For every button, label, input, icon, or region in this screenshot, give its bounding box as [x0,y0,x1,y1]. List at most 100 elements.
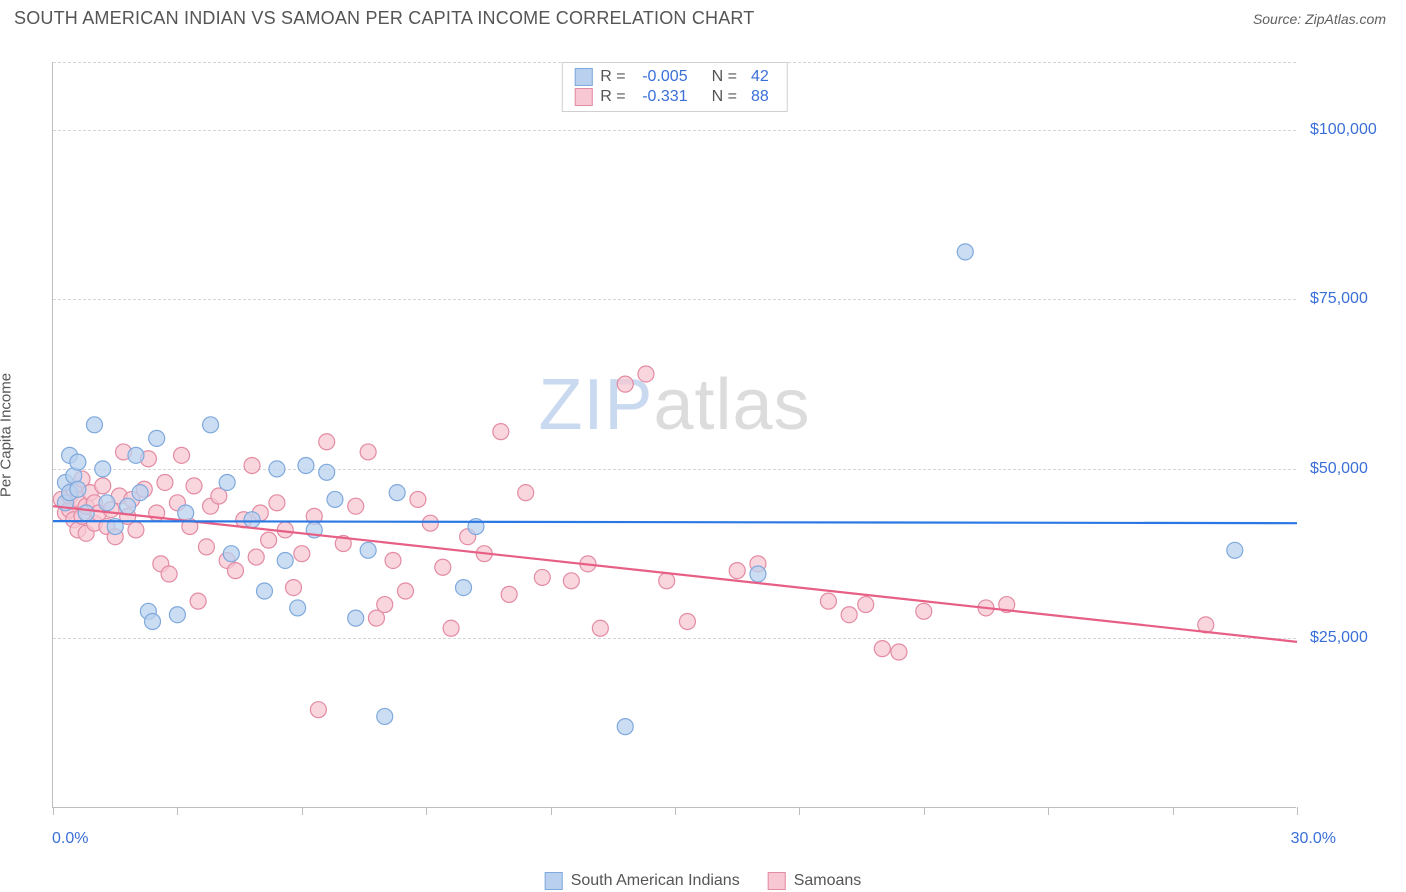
legend-n-value: 88 [745,88,775,106]
y-tick-label: $100,000 [1310,121,1377,139]
data-point [70,481,86,497]
data-point [858,597,874,613]
data-point [86,417,102,433]
data-point [227,563,243,579]
legend-bottom-item: Samoans [768,872,862,890]
legend-r-label: R = [600,88,625,106]
data-point [203,417,219,433]
legend-bottom-item: South American Indians [545,872,740,890]
data-point [128,522,144,538]
data-point [169,607,185,623]
data-point [410,491,426,507]
data-point [70,454,86,470]
plot-area: R =-0.005N =42R =-0.331N =88 ZIPatlas [52,62,1296,808]
data-point [298,458,314,474]
data-point [132,485,148,501]
data-point [348,610,364,626]
data-point [294,546,310,562]
x-tick [1048,807,1049,815]
data-point [319,434,335,450]
legend-label: Samoans [794,872,862,890]
data-point [190,593,206,609]
x-tick [675,807,676,815]
data-point [269,461,285,477]
x-tick [551,807,552,815]
source-credit: Source: ZipAtlas.com [1253,11,1386,27]
data-point [178,505,194,521]
data-point [149,430,165,446]
legend-n-label: N = [712,88,737,106]
data-point [389,485,405,501]
data-point [534,569,550,585]
x-tick [53,807,54,815]
legend-row: R = -0.331 N = 88 [574,87,774,107]
data-point [99,495,115,511]
data-point [327,491,343,507]
data-point [157,474,173,490]
data-point [397,583,413,599]
legend-r-value: -0.331 [634,88,694,106]
data-point [679,614,695,630]
data-point [277,552,293,568]
data-point [286,580,302,596]
legend-series: South American Indians Samoans [545,872,862,890]
data-point [385,552,401,568]
x-tick [924,807,925,815]
data-point [174,447,190,463]
data-point [841,607,857,623]
data-point [659,573,675,589]
data-point [456,580,472,596]
data-point [290,600,306,616]
data-point [422,515,438,531]
legend-r-label: R = [600,68,625,86]
y-tick-label: $50,000 [1310,460,1368,478]
data-point [186,478,202,494]
scatter-plot [53,62,1297,808]
data-point [377,597,393,613]
data-point [617,719,633,735]
data-point [95,478,111,494]
data-point [435,559,451,575]
data-point [78,505,94,521]
data-point [244,458,260,474]
data-point [638,366,654,382]
data-point [563,573,579,589]
data-point [729,563,745,579]
data-point [1227,542,1243,558]
data-point [128,447,144,463]
data-point [256,583,272,599]
data-point [820,593,836,609]
legend-r-value: -0.005 [634,68,694,86]
data-point [223,546,239,562]
legend-swatch [574,88,592,106]
data-point [874,641,890,657]
legend-swatch [545,872,563,890]
chart-title: SOUTH AMERICAN INDIAN VS SAMOAN PER CAPI… [14,8,755,29]
data-point [244,512,260,528]
y-axis-label: Per Capita Income [0,373,15,497]
data-point [248,549,264,565]
data-point [161,566,177,582]
data-point [443,620,459,636]
data-point [360,542,376,558]
data-point [319,464,335,480]
data-point [501,586,517,602]
x-tick [177,807,178,815]
x-tick [799,807,800,815]
data-point [95,461,111,477]
legend-row: R = -0.005 N = 42 [574,67,774,87]
x-tick [302,807,303,815]
data-point [198,539,214,555]
y-tick-label: $75,000 [1310,290,1368,308]
data-point [269,495,285,511]
data-point [493,424,509,440]
legend-n-label: N = [712,68,737,86]
legend-n-value: 42 [745,68,775,86]
legend-label: South American Indians [571,872,740,890]
data-point [750,566,766,582]
data-point [261,532,277,548]
data-point [120,498,136,514]
data-point [617,376,633,392]
legend-swatch [574,68,592,86]
x-tick [1297,807,1298,815]
